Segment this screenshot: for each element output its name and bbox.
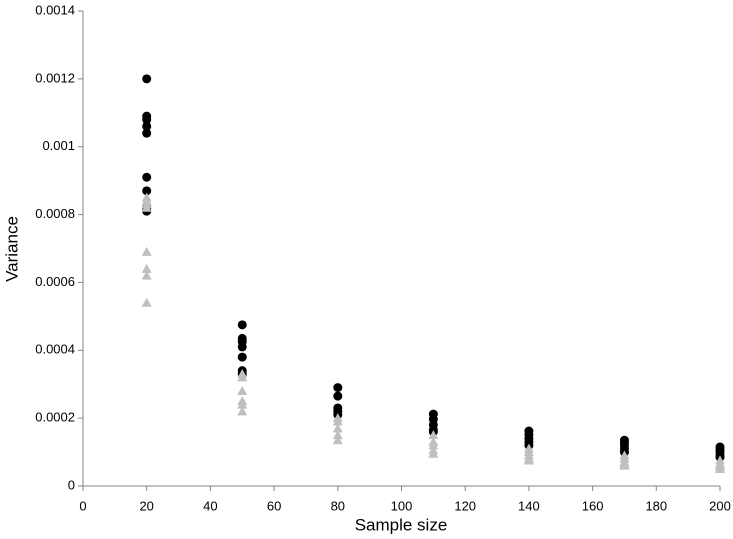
y-tick-label: 0 (68, 477, 75, 492)
triangle-point (141, 246, 152, 256)
triangle-point (332, 416, 343, 426)
triangle-point (523, 455, 534, 465)
triangle-point (237, 386, 248, 395)
x-tick-label: 80 (331, 498, 345, 513)
x-tick-label: 0 (79, 498, 86, 513)
triangle-point (141, 297, 152, 307)
triangle-point (332, 435, 343, 445)
x-tick-label: 20 (139, 498, 153, 513)
y-axis-title: Variance (2, 216, 21, 282)
y-tick-label: 0.0008 (35, 206, 75, 221)
y-tick-label: 0.0012 (35, 70, 75, 85)
x-tick-label: 140 (518, 498, 540, 513)
x-tick-label: 160 (582, 498, 604, 513)
x-tick-label: 200 (709, 498, 731, 513)
x-tick-label: 120 (454, 498, 476, 513)
y-tick-label: 0.0004 (35, 342, 75, 357)
triangle-point (715, 464, 725, 474)
triangle-point (141, 270, 152, 280)
circle-point (142, 128, 152, 138)
y-tick-label: 0.0002 (35, 410, 75, 425)
x-axis-title: Sample size (355, 515, 448, 534)
triangle-point (332, 423, 343, 433)
circle-point (142, 186, 152, 196)
triangle-point (141, 202, 152, 212)
circle-point (142, 74, 152, 84)
x-tick-label: 100 (391, 498, 413, 513)
y-tick-label: 0.0006 (35, 274, 75, 289)
circle-point (142, 121, 152, 131)
triangle-point (141, 263, 152, 273)
x-tick-label: 180 (645, 498, 667, 513)
triangle-point (237, 406, 248, 416)
circle-point (142, 172, 152, 182)
circle-point (333, 391, 343, 401)
y-tick-label: 0.001 (42, 138, 75, 153)
circle-point (237, 342, 247, 352)
x-tick-label: 60 (267, 498, 281, 513)
triangle-point (428, 430, 439, 440)
circle-point (237, 320, 247, 330)
circle-point (237, 352, 247, 362)
triangle-point (428, 440, 439, 450)
triangle-point (332, 430, 343, 440)
triangle-point (619, 460, 630, 470)
x-tick-label: 40 (203, 498, 217, 513)
y-tick-label: 0.0014 (35, 2, 75, 17)
triangle-point (237, 372, 248, 382)
triangle-point (237, 399, 248, 409)
circle-point (333, 383, 343, 393)
triangle-point (428, 448, 439, 458)
circle-point (142, 115, 152, 125)
